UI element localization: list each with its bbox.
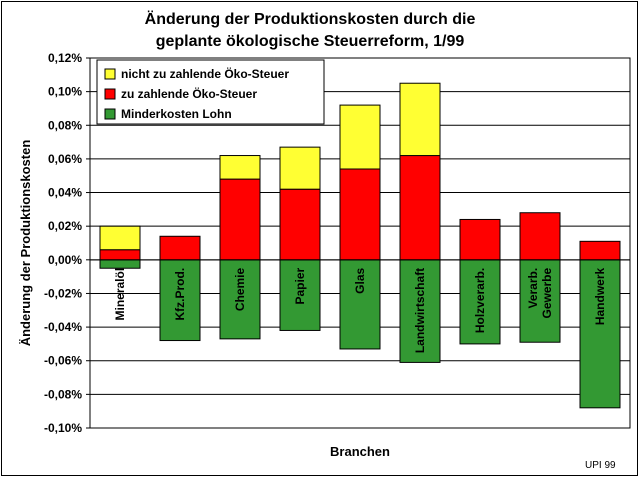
bar-minderkosten-lohn	[459, 259, 501, 345]
y-tick-label: 0,08%	[48, 118, 82, 132]
category-label: Chemie	[233, 268, 247, 312]
y-tick-label: -0,04%	[44, 320, 82, 334]
y-tick-label: -0,06%	[44, 354, 82, 368]
bar-zu-zahlende-oeko-steuer	[279, 188, 321, 261]
category-label: Landwirtschaft	[413, 268, 427, 353]
legend-swatch	[104, 108, 116, 120]
y-tick-label: 0,00%	[48, 253, 82, 267]
bar-nicht-zu-zahlende-oeko-steuer	[399, 82, 441, 157]
bar-nicht-zu-zahlende-oeko-steuer	[99, 225, 141, 251]
y-tick-label: 0,12%	[48, 51, 82, 65]
bar-minderkosten-lohn	[519, 259, 561, 343]
y-tick-label: -0,10%	[44, 421, 82, 435]
y-axis-ticks: 0,12% 0,10% 0,08% 0,06% 0,04% 0,02% 0,00% -0,02…	[44, 51, 90, 435]
legend-box	[96, 59, 325, 125]
category-label: Holzverarb.	[473, 268, 487, 333]
category-label: Handwerk	[593, 267, 607, 325]
bar-nicht-zu-zahlende-oeko-steuer	[219, 155, 261, 180]
legend-label: zu zahlende Öko-Steuer	[121, 86, 257, 101]
bar-zu-zahlende-oeko-steuer	[459, 218, 501, 261]
bar-minderkosten-lohn	[579, 259, 621, 409]
bar-zu-zahlende-oeko-steuer	[99, 249, 141, 261]
bar-zu-zahlende-oeko-steuer	[339, 168, 381, 261]
source-credit: UPI 99	[585, 460, 616, 471]
y-tick-label: -0,02%	[44, 286, 82, 300]
category-label: Verarb.Gewerbe	[526, 268, 554, 319]
chart-title-line-2: geplante ökologische Steuerreform, 1/99	[156, 33, 465, 50]
bar-zu-zahlende-oeko-steuer	[219, 178, 261, 261]
chart-title-line-1: Änderung der Produktionskosten durch die	[145, 10, 476, 28]
legend: nicht zu zahlende Öko-Steuer zu zahlende …	[96, 59, 325, 125]
bar-zu-zahlende-oeko-steuer	[519, 212, 561, 261]
bar-nicht-zu-zahlende-oeko-steuer	[339, 104, 381, 170]
y-tick-label: 0,04%	[48, 186, 82, 200]
bar-zu-zahlende-oeko-steuer	[159, 235, 201, 261]
legend-label: Minderkosten Lohn	[121, 107, 232, 121]
bar-zu-zahlende-oeko-steuer	[399, 155, 441, 261]
bar-nicht-zu-zahlende-oeko-steuer	[279, 146, 321, 190]
category-label: Glas	[353, 267, 367, 293]
bars	[99, 82, 621, 409]
y-axis-title: Änderung der Produktionskosten	[18, 140, 33, 347]
bar-minderkosten-lohn	[99, 259, 141, 269]
bar-minderkosten-lohn	[279, 259, 321, 331]
bar-minderkosten-lohn	[399, 259, 441, 363]
y-tick-label: 0,06%	[48, 152, 82, 166]
category-label: Kfz.Prod.	[173, 268, 187, 321]
legend-swatch	[104, 88, 116, 100]
bar-minderkosten-lohn	[219, 259, 261, 340]
y-tick-label: 0,02%	[48, 219, 82, 233]
category-label: Mineralöl	[113, 268, 127, 321]
legend-label: nicht zu zahlende Öko-Steuer	[121, 66, 289, 81]
category-label: Papier	[293, 267, 307, 304]
x-axis-category-labels: Mineralöl Kfz.Prod. Chemie Papier Glas Landwi…	[113, 267, 607, 353]
y-tick-label: 0,10%	[48, 85, 82, 99]
bar-minderkosten-lohn	[339, 259, 381, 350]
legend-swatch	[104, 68, 116, 80]
bar-zu-zahlende-oeko-steuer	[579, 240, 621, 261]
x-axis-title: Branchen	[330, 444, 390, 459]
y-tick-label: -0,08%	[44, 387, 82, 401]
